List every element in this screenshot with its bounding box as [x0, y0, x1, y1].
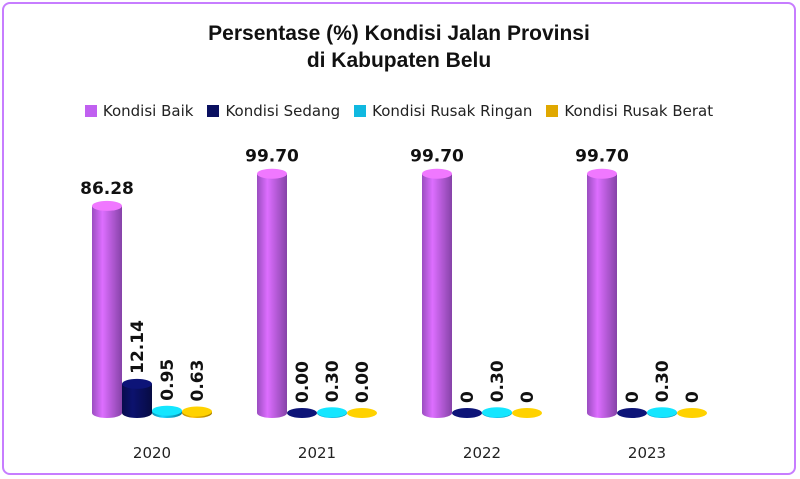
bar-top-2021-1 [287, 408, 317, 418]
chart-title-line-2: di Kabupaten Belu [306, 49, 492, 72]
data-label-2020-3: 0.63 [188, 360, 208, 402]
bar-2021-1 [287, 408, 317, 418]
bar-top-2023-3 [677, 408, 707, 418]
data-label-2023-2: 0.30 [653, 360, 673, 402]
bar-top-2022-0 [422, 168, 452, 179]
bar-body-2023-0 [587, 173, 617, 418]
bar-2022-3 [512, 408, 542, 418]
legend-label-kondisi-rusak-ringan: Kondisi Rusak Ringan [372, 102, 533, 120]
bar-2020-2 [152, 405, 182, 418]
bar-2020-0 [92, 200, 122, 418]
data-label-2022-1: 0 [458, 391, 478, 403]
bar-2020-1 [122, 378, 152, 418]
data-label-2022-3: 0 [518, 391, 538, 403]
chart-title: Persentase (%) Kondisi Jalan Provinsi di… [4, 20, 794, 74]
chart-title-line-1: Persentase (%) Kondisi Jalan Provinsi [208, 22, 590, 45]
data-label-2022-2: 0.30 [488, 360, 508, 402]
data-label-2021-1: 0.00 [293, 361, 313, 403]
bar-top-2020-3 [182, 406, 212, 417]
legend-swatch-kondisi-baik [84, 105, 97, 117]
data-label-2022-0: 99.70 [410, 147, 464, 167]
bar-2023-2 [647, 407, 677, 418]
legend-item-kondisi-sedang: Kondisi Sedang [207, 102, 340, 120]
bar-2023-3 [677, 408, 707, 418]
legend-item-kondisi-baik: Kondisi Baik [84, 102, 194, 120]
bar-top-2023-2 [647, 407, 677, 418]
data-label-2023-0: 99.70 [575, 147, 629, 167]
bar-2022-1 [452, 408, 482, 418]
data-label-2023-3: 0 [683, 391, 703, 403]
data-label-2020-2: 0.95 [158, 359, 178, 401]
bar-top-2021-0 [257, 168, 287, 179]
bar-body-2020-1 [122, 383, 152, 418]
category-label-2020: 2020 [133, 444, 171, 462]
data-label-2021-3: 0.00 [353, 361, 373, 403]
data-label-2023-1: 0 [623, 391, 643, 403]
bar-top-2020-2 [152, 405, 182, 416]
legend-label-kondisi-sedang: Kondisi Sedang [225, 102, 341, 120]
legend-label-kondisi-rusak-berat: Kondisi Rusak Berat [564, 102, 714, 120]
bar-top-2020-1 [122, 378, 152, 389]
bar-2022-2 [482, 407, 512, 418]
bar-2021-2 [317, 407, 347, 418]
category-label-2021: 2021 [298, 444, 336, 462]
plot-area: 86.28 12.14 0.95 0.63 2020 99.70 0.00 0.30 0.00 2… [80, 147, 707, 462]
legend-label-kondisi-baik: Kondisi Baik [102, 102, 194, 120]
category-label-2022: 2022 [463, 444, 501, 462]
bar-body-2022-0 [422, 173, 452, 418]
bar-2023-1 [617, 408, 647, 418]
data-label-2020-1: 12.14 [128, 320, 148, 374]
bar-top-2020-0 [92, 200, 122, 211]
bar-top-2021-2 [317, 407, 347, 418]
bar-top-2023-0 [587, 168, 617, 179]
legend-swatch-kondisi-rusak-berat [546, 105, 559, 117]
bar-body-2021-0 [257, 173, 287, 418]
legend-swatch-kondisi-sedang [207, 105, 220, 117]
bar-2023-0 [587, 168, 617, 418]
data-label-2020-0: 86.28 [80, 179, 134, 199]
bar-2021-0 [257, 168, 287, 418]
bar-top-2023-1 [617, 408, 647, 418]
legend-item-kondisi-rusak-berat: Kondisi Rusak Berat [546, 102, 713, 120]
category-label-2023: 2023 [628, 444, 666, 462]
bar-2022-0 [422, 168, 452, 418]
bar-2020-3 [182, 406, 212, 418]
legend-item-kondisi-rusak-ringan: Kondisi Rusak Ringan [354, 102, 532, 120]
bar-2021-3 [347, 408, 377, 418]
bar-top-2022-1 [452, 408, 482, 418]
bar-top-2022-3 [512, 408, 542, 418]
chart-legend: Kondisi Baik Kondisi Sedang Kondisi Rusa… [4, 102, 794, 120]
bar-top-2022-2 [482, 407, 512, 418]
bar-top-2021-3 [347, 408, 377, 418]
bar-body-2020-0 [92, 205, 122, 418]
data-label-2021-0: 99.70 [245, 147, 299, 167]
data-label-2021-2: 0.30 [323, 360, 343, 402]
legend-swatch-kondisi-rusak-ringan [354, 105, 367, 117]
